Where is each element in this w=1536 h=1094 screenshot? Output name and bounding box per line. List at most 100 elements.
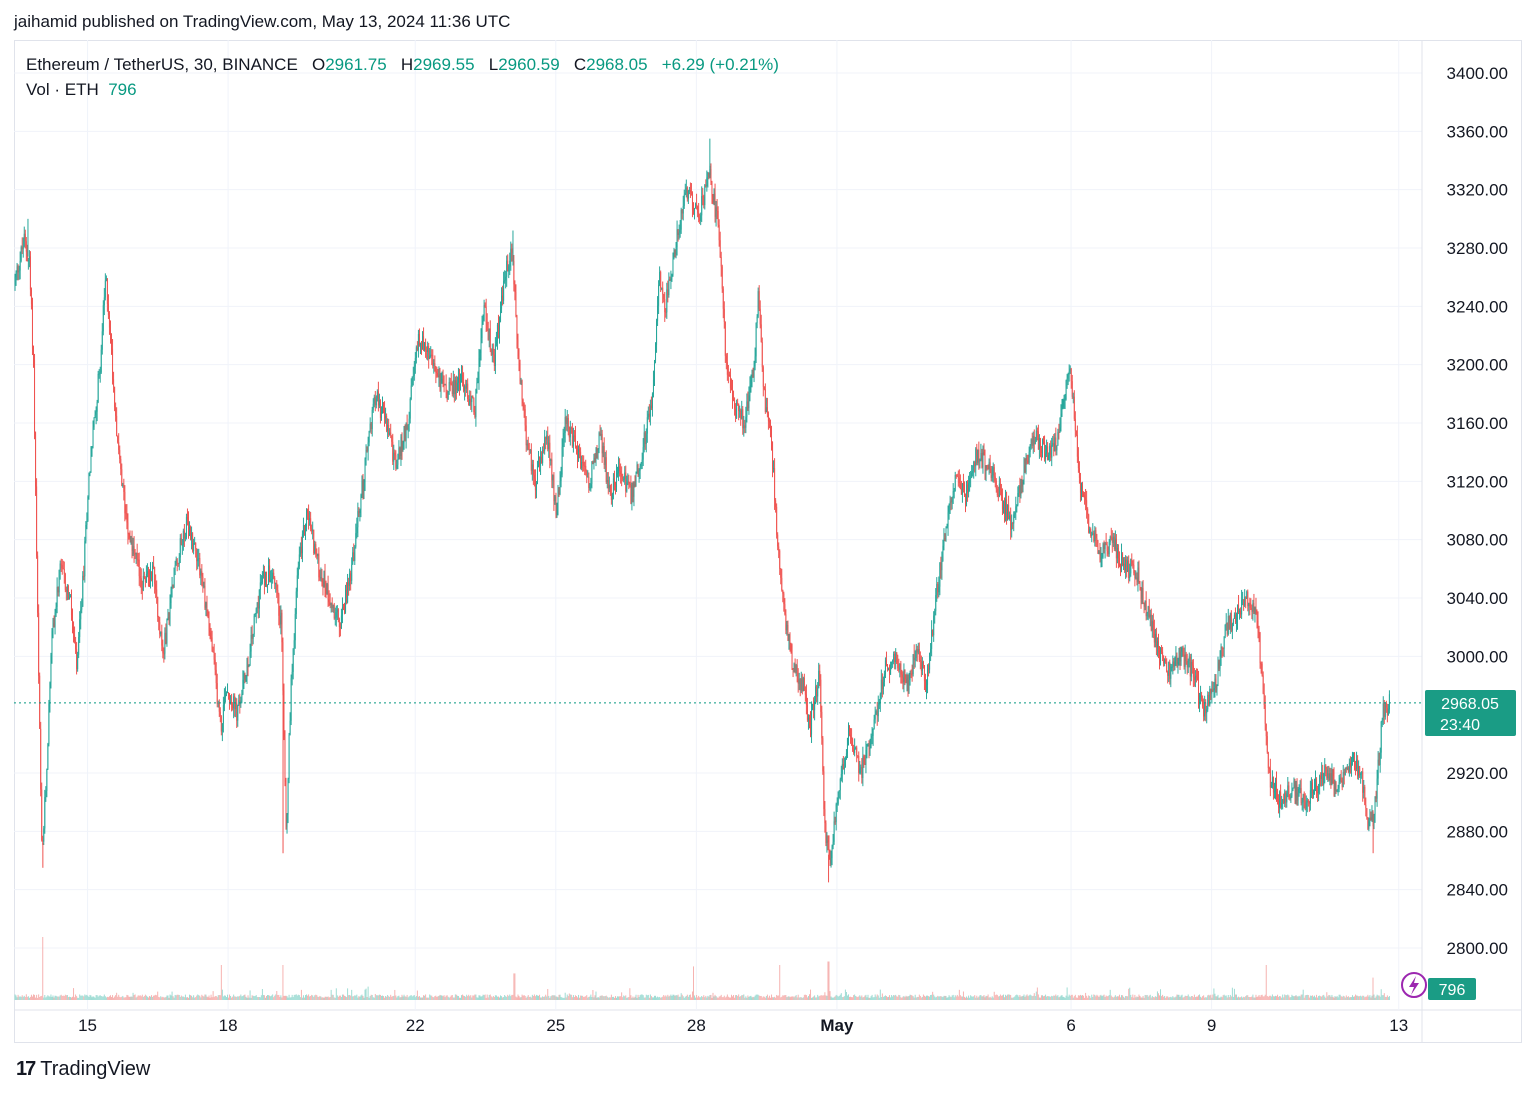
candle-body	[1274, 781, 1276, 792]
volume-bar	[965, 997, 967, 1000]
volume-bar	[1213, 988, 1215, 1000]
volume-bar	[1001, 995, 1003, 1000]
candle-body	[949, 501, 951, 505]
candle-body	[692, 209, 694, 212]
volume-bar	[597, 997, 599, 1000]
volume-bar	[1100, 994, 1102, 1000]
volume-bar	[534, 996, 536, 1000]
candle-body	[373, 396, 375, 404]
candle-body	[710, 169, 712, 183]
candle-body	[514, 284, 516, 293]
candle-body	[1103, 544, 1105, 549]
candle-body	[179, 538, 181, 558]
volume-bar	[1298, 995, 1300, 1000]
volume-bar	[393, 995, 395, 1000]
candle-body	[320, 577, 322, 579]
candle-body	[1039, 437, 1041, 449]
symbol-name[interactable]: Ethereum / TetherUS, 30, BINANCE	[26, 55, 298, 74]
candle-body	[927, 668, 929, 685]
candle-body	[1152, 621, 1154, 630]
volume-bar	[660, 997, 662, 1000]
candle-body	[546, 435, 548, 440]
volume-bar	[833, 997, 835, 1000]
candle-body	[1074, 418, 1076, 431]
volume-bar	[184, 994, 186, 1000]
volume-bar	[631, 997, 633, 1000]
price-candles	[14, 138, 1390, 883]
candle-body	[153, 565, 155, 567]
candle-body	[96, 402, 98, 412]
candle-body	[165, 632, 167, 644]
volume-bar	[602, 996, 604, 1000]
candle-body	[565, 417, 567, 424]
candle-body	[193, 543, 195, 551]
candle-body	[1307, 800, 1309, 802]
volume-bar	[298, 995, 300, 1000]
volume-bar	[1228, 997, 1230, 1000]
candle-body	[244, 673, 246, 681]
volume-bar	[17, 994, 19, 1000]
volume-bar	[806, 997, 808, 1000]
candle-body	[1332, 769, 1334, 776]
volume-bar	[78, 997, 80, 1000]
candle-body	[288, 734, 290, 779]
candle-body	[711, 182, 713, 197]
volume-bar	[1084, 997, 1086, 1000]
candle-body	[116, 415, 118, 437]
volume-bar	[927, 995, 929, 1000]
candle-body	[841, 764, 843, 775]
chart-frame[interactable]	[14, 40, 1522, 1043]
volume-bar	[563, 997, 565, 1000]
volume-bar	[1089, 996, 1091, 1000]
candle-body	[753, 366, 755, 378]
candle-body	[126, 513, 128, 523]
volume-bar	[884, 995, 886, 1000]
open-label: O	[311, 55, 326, 74]
candle-body	[849, 726, 851, 735]
last-price-badge: 2968.05 23:40	[1425, 690, 1516, 736]
candle-body	[1027, 460, 1029, 463]
volume-bar	[1008, 994, 1010, 1000]
candle-body	[804, 690, 806, 695]
candle-body	[618, 466, 620, 474]
candle-body	[561, 446, 563, 475]
candle-body	[824, 809, 826, 824]
candle-body	[816, 686, 818, 697]
volume-bar	[447, 996, 449, 1000]
volume-bar	[581, 995, 583, 1000]
volume-bar	[439, 994, 441, 1000]
volume-bar	[937, 995, 939, 1000]
volume-bar	[852, 997, 854, 1000]
volume-bar	[948, 995, 950, 1000]
volume-bar	[1155, 996, 1157, 1000]
candle-body	[638, 470, 640, 476]
candle-body	[355, 533, 357, 547]
volume-bar	[606, 996, 608, 1000]
volume-label[interactable]: Vol · ETH	[26, 80, 99, 99]
candle-body	[1345, 767, 1347, 770]
volume-bar	[1005, 994, 1007, 1000]
tradingview-logo[interactable]: 17 TradingView	[16, 1058, 150, 1081]
volume-bar	[355, 995, 357, 1000]
candle-body	[1165, 658, 1167, 662]
candle-body	[1357, 759, 1359, 777]
volume-bar	[933, 994, 935, 1000]
volume-bar	[29, 996, 31, 1000]
volume-bar	[539, 994, 541, 1000]
volume-bar	[590, 994, 592, 1000]
last-price-value: 2968.05	[1441, 696, 1499, 713]
volume-bar	[846, 995, 848, 1000]
candle-body	[1141, 588, 1143, 599]
volume-bar	[691, 991, 693, 1000]
candle-body	[954, 475, 956, 491]
candle-body	[446, 392, 448, 400]
candle-body	[623, 478, 625, 480]
volume-bar	[1022, 995, 1024, 1000]
candle-body	[361, 480, 363, 496]
lightning-icon[interactable]	[1401, 972, 1427, 998]
volume-bar	[971, 996, 973, 1000]
volume-bar	[1243, 996, 1245, 1000]
candle-body	[969, 478, 971, 484]
volume-bar	[943, 995, 945, 1000]
